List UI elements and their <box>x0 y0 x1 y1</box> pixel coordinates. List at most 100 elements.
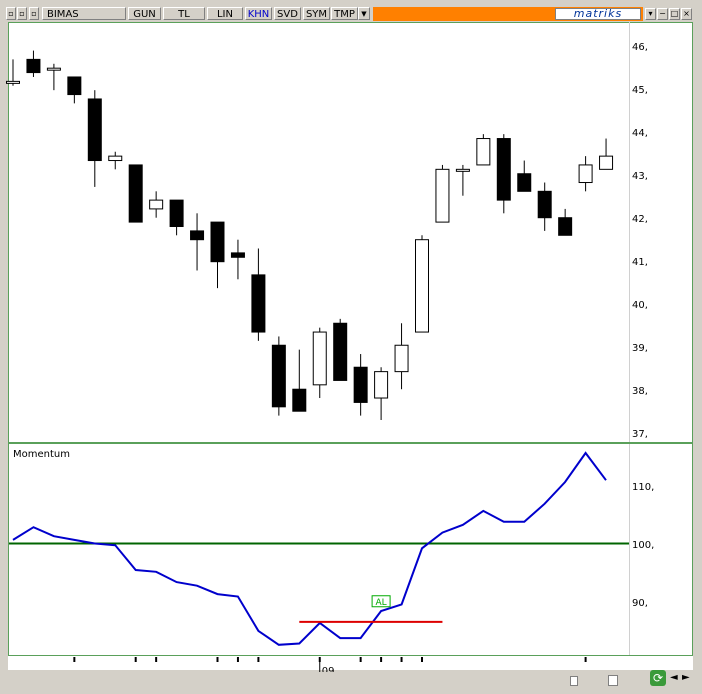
candle-body <box>128 164 143 223</box>
candle-body <box>435 168 450 223</box>
candle-body <box>455 168 470 172</box>
dropdown-arrow-icon[interactable]: ▾ <box>645 8 656 20</box>
status-bar: ⟳ ◄ ► <box>8 670 693 690</box>
momentum-tick-label: 100, <box>632 540 654 551</box>
candle-body <box>46 67 61 71</box>
candle-body <box>251 274 266 333</box>
candle <box>87 90 102 187</box>
candle <box>149 191 164 218</box>
signal-badge-box <box>371 595 391 608</box>
scroll-end-thumb[interactable] <box>608 675 618 686</box>
candle <box>558 208 573 236</box>
momentum-title: Momentum <box>13 449 70 460</box>
candle-body <box>6 80 20 84</box>
period-gun-button[interactable]: GUN <box>128 7 161 20</box>
candle-body <box>292 388 307 412</box>
price-tick-label: 42, <box>632 214 648 225</box>
scale-lin-button[interactable]: LIN <box>207 7 243 20</box>
close-icon[interactable]: × <box>681 8 692 20</box>
sym-button[interactable]: SYM <box>303 7 330 20</box>
candle <box>108 151 123 170</box>
candle <box>374 367 389 421</box>
scroll-left-icon[interactable]: ◄ <box>670 672 678 683</box>
candle <box>128 164 143 223</box>
symbol-field[interactable]: BIMAS <box>42 7 126 20</box>
price-tick-label: 43, <box>632 171 648 182</box>
template-dropdown-icon[interactable]: ▼ <box>358 7 370 20</box>
candle-body <box>230 252 245 258</box>
candlestick-series <box>6 50 614 421</box>
price-tick-label: 37, <box>632 429 648 440</box>
brand-logo: matriks <box>555 8 641 20</box>
candle-body <box>558 217 573 236</box>
tmp-button[interactable]: TMP <box>331 7 358 20</box>
price-tick-label: 40, <box>632 300 648 311</box>
x-axis <box>73 657 587 676</box>
candle <box>210 221 225 289</box>
candle-body <box>517 173 532 192</box>
candle <box>537 182 552 231</box>
price-tick-label: 38, <box>632 386 648 397</box>
candle-body <box>169 199 184 228</box>
style-khn-button[interactable]: KHN <box>245 7 272 20</box>
chart-background <box>8 22 693 670</box>
candle-body <box>374 371 389 399</box>
refresh-icon[interactable]: ⟳ <box>650 670 666 686</box>
candle-body <box>353 366 368 403</box>
candle-body <box>599 155 614 170</box>
candle-body <box>271 344 286 408</box>
svd-button[interactable]: SVD <box>274 7 301 20</box>
currency-tl-button[interactable]: TL <box>163 7 205 20</box>
horizontal-scrollbar[interactable] <box>10 672 618 686</box>
signal-badge-label: AL <box>376 598 387 608</box>
maximize-icon[interactable]: □ <box>669 8 680 20</box>
candle <box>292 349 307 412</box>
candle <box>251 248 266 341</box>
window-menu-icon[interactable]: ▫ <box>6 7 16 20</box>
candle <box>415 235 429 333</box>
scroll-thumb[interactable] <box>570 676 578 686</box>
scroll-right-icon[interactable]: ► <box>682 672 690 683</box>
candle-body <box>578 164 593 184</box>
price-tick-label: 39, <box>632 343 648 354</box>
candle <box>599 138 614 170</box>
candle-body <box>190 230 205 241</box>
price-tick-label: 41, <box>632 257 648 268</box>
candle-body <box>210 221 225 263</box>
candle <box>496 134 511 214</box>
candle <box>6 59 20 86</box>
momentum-tick-label: 90, <box>632 598 648 609</box>
candle-body <box>415 239 429 333</box>
candle <box>455 164 470 196</box>
candle <box>476 134 491 166</box>
candle <box>26 50 41 77</box>
candle <box>435 164 450 223</box>
momentum-panel-border <box>8 443 693 656</box>
candle-body <box>67 76 82 96</box>
minimize-icon[interactable]: − <box>657 8 668 20</box>
symbol-menu-icon[interactable]: ▫ <box>17 7 27 20</box>
price-panel-border <box>8 22 693 443</box>
chart-menu-icon[interactable]: ▫ <box>29 7 39 20</box>
candle-body <box>26 58 41 74</box>
candle <box>517 160 532 192</box>
x-axis-label: 09 <box>322 666 335 677</box>
candle-body <box>87 98 102 162</box>
candle-body <box>149 199 164 210</box>
price-tick-label: 44, <box>632 128 648 139</box>
toolbar: ▫ ▫ ▫ BIMAS GUN TL LIN KHN SVD SYM TMP ▼… <box>0 0 702 22</box>
candle-body <box>312 331 327 386</box>
candle <box>578 156 593 192</box>
candle-body <box>476 138 491 166</box>
candle-body <box>394 344 409 373</box>
candle <box>271 336 286 416</box>
candle-body <box>537 190 552 219</box>
momentum-axis: 90, 100, 110, <box>632 482 654 609</box>
candle <box>169 199 184 236</box>
candle <box>230 239 245 280</box>
candle <box>67 76 82 104</box>
candle <box>312 327 327 399</box>
buy-signal-badge: AL <box>371 595 391 608</box>
candle-body <box>333 322 348 381</box>
